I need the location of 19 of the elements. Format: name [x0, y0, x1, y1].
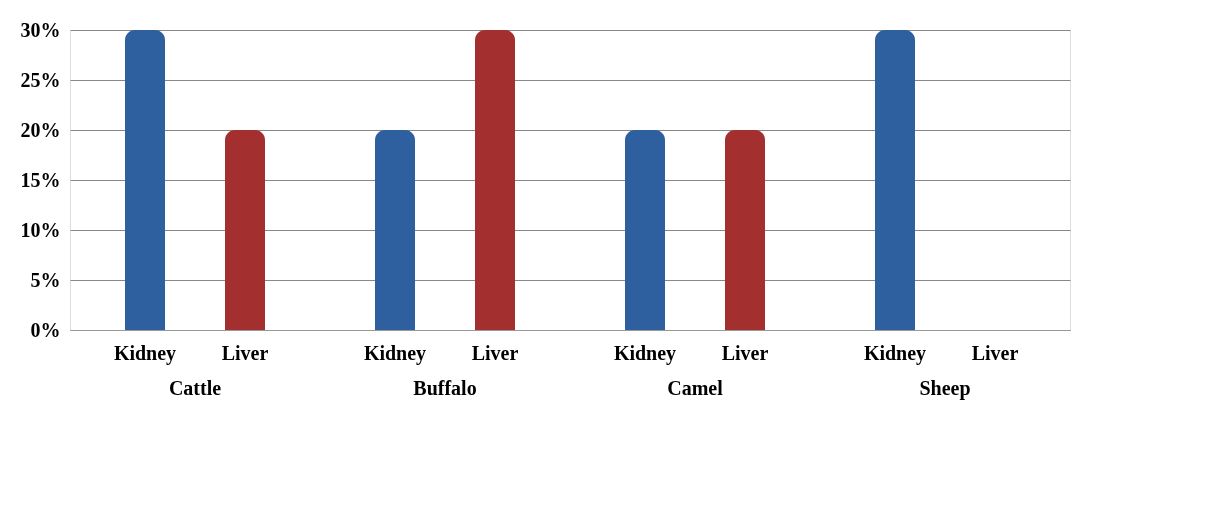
x-tick-label: Sheep	[919, 376, 971, 400]
y-tick-label: 5%	[30, 268, 61, 291]
text: Kidney	[613, 342, 677, 364]
y-tick-label: 10%	[20, 218, 61, 241]
x-tick-label: Cattle	[168, 376, 222, 399]
text: Liver	[721, 342, 769, 364]
text: Liver	[471, 342, 519, 364]
y-tick-label: 15%	[20, 168, 61, 191]
text: Kidney	[863, 342, 927, 364]
x-tick-label: Buffalo	[413, 376, 477, 399]
y-tick-label: 30%	[20, 18, 61, 41]
y-tick-label: 25%	[20, 68, 61, 91]
series-label: Kidney	[113, 342, 177, 365]
x-tick-label: Camel	[667, 376, 724, 399]
text: Liver	[971, 342, 1019, 364]
y-tick-label: 20%	[20, 118, 61, 141]
y-tick-label: 0%	[30, 318, 61, 341]
series-label: Liver	[221, 342, 269, 364]
text: Kidney	[363, 342, 427, 364]
